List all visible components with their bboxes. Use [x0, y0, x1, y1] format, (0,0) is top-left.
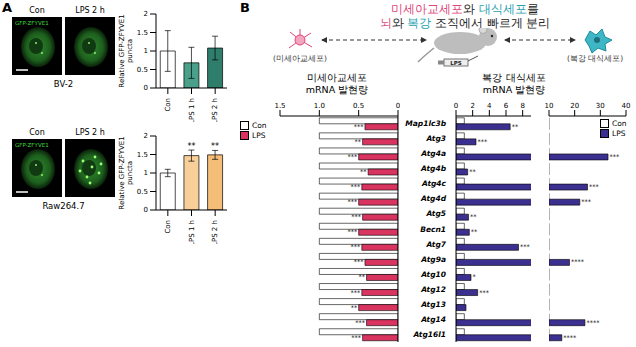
svg-text:***: *** — [478, 138, 489, 146]
svg-text:***: *** — [520, 243, 531, 251]
svg-text:LPS 1 h: LPS 1 h — [188, 98, 196, 122]
svg-text:***: *** — [479, 289, 490, 297]
svg-text:Atg10: Atg10 — [420, 270, 446, 279]
svg-text:***: *** — [351, 183, 362, 191]
svg-text:***: *** — [589, 183, 600, 191]
html-text:Con: Con — [29, 128, 45, 137]
svg-text:Atg14: Atg14 — [420, 315, 446, 324]
html-text:Con: Con — [252, 120, 267, 130]
svg-text:***: *** — [351, 243, 362, 251]
html-text:뇌와복강조직에서 빠르게 분리: 뇌와복강조직에서 빠르게 분리 — [379, 16, 551, 30]
svg-text:10: 10 — [545, 102, 553, 110]
svg-text:GFP-ZFYVE1: GFP-ZFYVE1 — [15, 142, 49, 148]
svg-text:2: 2 — [144, 132, 148, 140]
html-text:LPS 2 h: LPS 2 h — [75, 6, 105, 15]
svg-text:1.5: 1.5 — [137, 29, 148, 37]
svg-text:(복강 대식세포): (복강 대식세포) — [567, 54, 623, 63]
svg-text:**: ** — [471, 228, 478, 236]
html-text:복강 대식세포 mRNA 발현량: 복강 대식세포 mRNA 발현량 — [482, 72, 546, 95]
svg-text:**: ** — [211, 142, 219, 151]
html-text:Raw264.7: Raw264.7 — [42, 201, 85, 211]
svg-text:4: 4 — [487, 102, 492, 110]
svg-text:(미세아교세포): (미세아교세포) — [273, 54, 327, 63]
svg-text:Relative GFP-ZFYVE1puncta: Relative GFP-ZFYVE1puncta — [118, 136, 134, 209]
svg-text:****: **** — [571, 258, 585, 266]
svg-text:6: 6 — [504, 102, 509, 110]
svg-text:GFP-ZFYVE1: GFP-ZFYVE1 — [15, 20, 49, 26]
svg-text:LPS 2 h: LPS 2 h — [211, 98, 219, 122]
svg-text:Becn1: Becn1 — [420, 225, 446, 234]
svg-text:0: 0 — [144, 84, 148, 92]
svg-text:Atg5: Atg5 — [425, 209, 446, 218]
svg-text:***: *** — [347, 198, 358, 206]
svg-text:***: *** — [581, 198, 592, 206]
svg-text:**: ** — [469, 168, 476, 176]
svg-text:30: 30 — [596, 102, 605, 110]
svg-text:****: **** — [586, 319, 600, 327]
html-text:LPS: LPS — [252, 130, 266, 140]
svg-text:0: 0 — [144, 206, 148, 214]
svg-text:Atg4c: Atg4c — [421, 179, 447, 188]
svg-text:***: *** — [354, 258, 365, 266]
svg-text:Atg9a: Atg9a — [420, 255, 446, 264]
html-text:미세아교세포와대식세포를: 미세아교세포와대식세포를 — [391, 2, 539, 16]
svg-text:Atg13: Atg13 — [420, 300, 446, 309]
svg-text:***: *** — [610, 153, 621, 161]
svg-text:***: *** — [351, 289, 362, 297]
svg-text:Atg4d: Atg4d — [420, 194, 447, 203]
svg-text:***: *** — [347, 228, 358, 236]
svg-text:1: 1 — [144, 47, 148, 55]
svg-text:***: *** — [347, 153, 358, 161]
svg-text:**: ** — [360, 168, 367, 176]
html-text:LPS 2 h: LPS 2 h — [75, 128, 105, 137]
svg-text:1.5: 1.5 — [274, 102, 285, 110]
svg-text:**: ** — [512, 123, 519, 131]
svg-text:20: 20 — [570, 102, 579, 110]
html-text:B: B — [240, 0, 250, 15]
svg-text:**: ** — [359, 273, 366, 281]
html-text:Con: Con — [29, 6, 45, 15]
svg-text:**: ** — [470, 213, 477, 221]
svg-text:1: 1 — [144, 169, 148, 177]
svg-text:Con: Con — [164, 98, 172, 112]
html-text:미세아교세포 mRNA 발현량: 미세아교세포 mRNA 발현량 — [305, 72, 369, 95]
svg-text:**: ** — [187, 142, 195, 151]
html-text:A: A — [2, 0, 13, 15]
svg-text:LPS 2 h: LPS 2 h — [211, 220, 219, 244]
svg-text:40: 40 — [622, 102, 628, 110]
svg-text:2: 2 — [144, 10, 148, 18]
svg-text:Con: Con — [164, 220, 172, 234]
svg-text:0: 0 — [396, 102, 400, 110]
svg-text:8: 8 — [520, 102, 524, 110]
html-text:Con: Con — [612, 118, 627, 128]
svg-text:Atg12: Atg12 — [420, 285, 446, 294]
html-text:BV-2: BV-2 — [53, 79, 74, 89]
svg-text:Atg7: Atg7 — [425, 240, 446, 249]
svg-text:***: *** — [354, 123, 365, 131]
html-text:LPS: LPS — [612, 128, 626, 138]
svg-text:Atg4a: Atg4a — [420, 149, 446, 158]
svg-text:Relative GFP-ZFYVE1puncta: Relative GFP-ZFYVE1puncta — [118, 14, 134, 87]
svg-text:0.5: 0.5 — [353, 102, 364, 110]
svg-text:1.5: 1.5 — [137, 151, 148, 159]
svg-text:1.0: 1.0 — [314, 102, 325, 110]
svg-text:LPS: LPS — [450, 60, 462, 66]
svg-text:**: ** — [351, 304, 358, 312]
svg-text:*: * — [473, 273, 477, 281]
svg-text:***: *** — [351, 213, 362, 221]
svg-text:0.5: 0.5 — [137, 188, 148, 196]
svg-text:LPS 1 h: LPS 1 h — [188, 220, 196, 244]
svg-text:0.5: 0.5 — [137, 66, 148, 74]
svg-text:***: *** — [355, 319, 366, 327]
svg-text:****: **** — [563, 334, 577, 342]
svg-text:**: ** — [355, 138, 362, 146]
svg-text:Atg4b: Atg4b — [420, 164, 447, 173]
svg-text:Atg16l1: Atg16l1 — [412, 330, 446, 339]
svg-text:Atg3: Atg3 — [425, 134, 446, 143]
svg-text:Map1lc3b: Map1lc3b — [405, 119, 446, 128]
svg-text:2: 2 — [470, 102, 474, 110]
svg-text:***: *** — [351, 334, 362, 342]
svg-text:0: 0 — [454, 102, 458, 110]
